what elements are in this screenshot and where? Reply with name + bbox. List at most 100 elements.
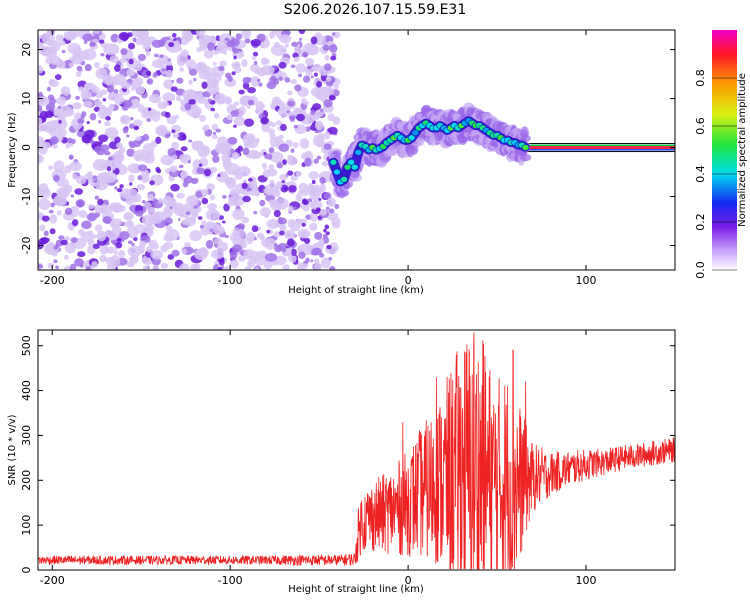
spectrogram-y-tick-label: -20 (20, 237, 33, 255)
noise-speckle (123, 99, 133, 108)
noise-speckle (241, 30, 252, 39)
noise-speckle (173, 114, 180, 120)
noise-speckle (316, 155, 322, 160)
noise-speckle (305, 57, 315, 67)
noise-speckle (67, 137, 73, 144)
noise-speckle (271, 30, 277, 35)
spectrogram-marks (38, 30, 675, 270)
noise-speckle (97, 107, 110, 120)
noise-speckle (164, 208, 171, 216)
noise-speckle (318, 133, 324, 139)
noise-speckle (287, 90, 293, 96)
noise-speckle (192, 159, 202, 171)
noise-speckle (211, 134, 218, 140)
noise-speckle (87, 230, 94, 237)
noise-speckle (99, 144, 110, 152)
noise-speckle (138, 164, 148, 172)
noise-speckle (151, 39, 163, 48)
baseline-core (527, 146, 675, 150)
noise-speckle (38, 183, 49, 195)
snr-y-axis-label: SNR (10 * v/v) (7, 414, 18, 485)
noise-speckle (171, 154, 178, 161)
noise-speckle (316, 81, 323, 88)
noise-speckle (238, 89, 245, 95)
noise-speckle (278, 61, 287, 69)
noise-speckle (242, 195, 251, 203)
noise-speckle (302, 75, 311, 83)
noise-speckle (76, 175, 87, 185)
noise-speckle (287, 205, 294, 213)
noise-speckle (132, 119, 143, 128)
noise-speckle (137, 53, 147, 61)
noise-speckle (319, 176, 326, 184)
noise-speckle (69, 263, 77, 270)
noise-speckle (82, 33, 93, 42)
noise-speckle (99, 254, 107, 263)
noise-speckle (71, 138, 76, 144)
noise-speckle (166, 41, 182, 53)
noise-speckle (140, 169, 150, 179)
noise-speckle (310, 75, 314, 79)
noise-speckle (136, 183, 145, 191)
noise-speckle (70, 194, 75, 198)
noise-speckle (106, 84, 115, 93)
noise-speckle (104, 121, 111, 127)
snr-y-tick-label: 100 (20, 515, 33, 536)
noise-speckle (120, 48, 128, 56)
noise-speckle (308, 171, 320, 180)
noise-speckle (218, 66, 225, 72)
noise-speckle (146, 245, 153, 253)
spectrogram-x-axis-label: Height of straight line (km) (288, 285, 424, 296)
noise-speckle (212, 61, 217, 66)
noise-speckle (137, 175, 143, 181)
noise-speckle (65, 143, 71, 149)
noise-speckle (131, 243, 135, 247)
noise-speckle (224, 234, 229, 239)
noise-speckle (46, 102, 56, 110)
noise-speckle (169, 206, 173, 210)
noise-speckle (119, 57, 128, 63)
noise-speckle (114, 64, 121, 73)
noise-speckle (323, 131, 331, 140)
noise-speckle (322, 44, 330, 51)
noise-speckle (304, 157, 312, 167)
noise-speckle (319, 208, 327, 216)
snr-y-tick-label: 400 (20, 380, 33, 401)
noise-speckle (165, 229, 180, 241)
noise-speckle (146, 70, 152, 77)
noise-speckle (178, 164, 184, 169)
noise-speckle (294, 84, 302, 92)
noise-speckle (61, 49, 66, 54)
noise-speckle (199, 114, 207, 122)
noise-speckle (93, 179, 98, 183)
noise-speckle (41, 33, 56, 45)
noise-speckle (210, 166, 217, 174)
noise-speckle (89, 112, 97, 121)
noise-speckle (195, 30, 206, 37)
noise-speckle (212, 131, 217, 136)
colorbar: 0.0 0.2 0.4 0.6 0.8 Normalized spectral ampl… (694, 30, 748, 279)
noise-speckle (122, 126, 129, 134)
noise-speckle (206, 183, 215, 191)
noise-speckle (171, 33, 177, 38)
noise-speckle (321, 160, 329, 167)
noise-speckle (142, 265, 149, 270)
noise-speckle (266, 218, 279, 229)
noise-speckle (192, 144, 200, 151)
noise-speckle (314, 129, 320, 134)
noise-speckle (89, 139, 95, 144)
noise-speckle (330, 55, 337, 61)
noise-speckle (55, 265, 59, 270)
noise-speckle (290, 64, 296, 69)
noise-speckle (47, 94, 55, 100)
noise-speckle (275, 181, 283, 190)
noise-speckle (329, 265, 336, 270)
noise-speckle (78, 210, 88, 218)
noise-speckle (114, 93, 124, 105)
noise-speckle (298, 73, 303, 78)
noise-speckle (282, 264, 290, 270)
noise-speckle (84, 64, 92, 72)
noise-speckle (247, 87, 256, 94)
noise-speckle (162, 92, 176, 103)
noise-speckle (290, 248, 297, 257)
